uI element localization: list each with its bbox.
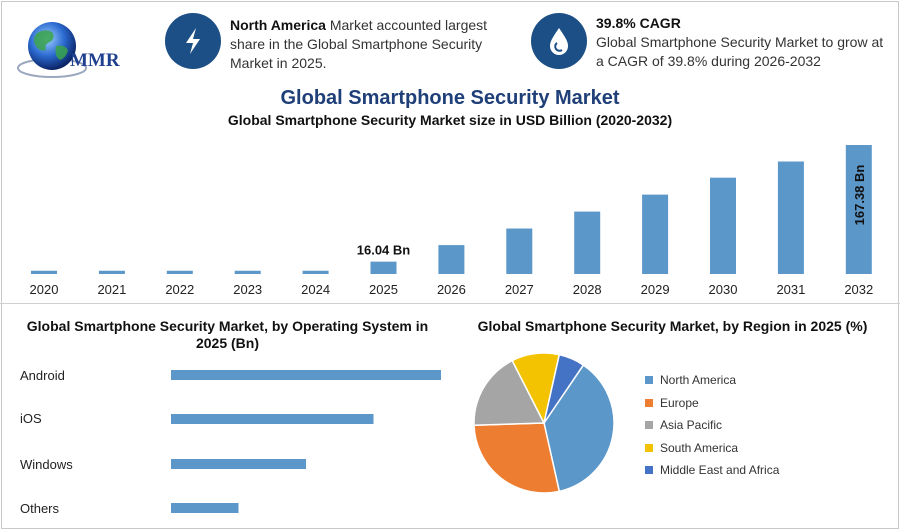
os-label-others: Others [20,501,60,516]
legend-item: Asia Pacific [645,418,722,432]
pie-slice-middle-east-and-africa [543,353,585,424]
data-label: 167.38 Bn [852,165,867,226]
x-tick-label: 2029 [641,282,670,297]
bar-2029 [642,194,669,274]
x-tick-label: 2030 [709,282,738,297]
stat-bold: 39.8% CAGR [596,15,681,31]
bar-2030 [710,177,736,274]
legend-item: North America [645,373,736,387]
legend-swatch [645,444,653,452]
bar-2028 [574,211,601,274]
stat-north-america: North America Market accounted largest s… [230,16,510,73]
x-tick-label: 2022 [165,282,194,297]
bar-2026 [438,245,465,274]
x-tick-label: 2020 [30,282,59,297]
mmr-logo: MMR [14,16,139,80]
logo-text: MMR [70,50,120,71]
bar-2031 [777,161,804,274]
stat-body: Global Smartphone Security Market to gro… [596,34,884,69]
chart-subtitle: Global Smartphone Security Market size i… [227,112,673,128]
legend-swatch [645,376,653,384]
os-bar-ios [171,414,374,424]
os-label-windows: Windows [20,457,73,472]
x-tick-label: 2026 [437,282,466,297]
x-tick-label: 2025 [369,282,398,297]
legend-swatch [645,466,653,474]
x-tick-label: 2027 [505,282,534,297]
bar-2024 [302,270,329,274]
bar-2020 [31,270,57,274]
globe-icon [17,22,87,78]
pie-slice-north-america [543,364,615,493]
x-tick-label: 2031 [776,282,805,297]
bar-2025 [370,261,397,274]
legend-label: South America [660,441,739,455]
bar-2027 [506,228,533,274]
os-bar-android [171,370,441,380]
stat-cagr: 39.8% CAGR Global Smartphone Security Ma… [596,14,891,71]
os-bar-others [171,503,239,513]
bar-2023 [234,270,261,274]
x-tick-label: 2023 [233,282,262,297]
x-tick-label: 2032 [844,282,873,297]
legend-item: Middle East and Africa [645,463,779,477]
lightning-icon [165,13,221,69]
x-tick-label: 2021 [97,282,126,297]
legend-item: Europe [645,396,699,410]
region-chart-title: Global Smartphone Security Market, by Re… [477,318,868,334]
bar-2032 [845,145,872,274]
legend-item: South America [645,441,738,455]
pie-slice-europe [473,422,561,494]
pie-slice-asia-pacific [473,359,546,426]
page-title: Global Smartphone Security Market [280,87,620,109]
bar-2021 [98,270,125,274]
legend-label: Europe [660,396,699,410]
legend-swatch [645,399,653,407]
legend-label: Middle East and Africa [660,463,780,477]
x-tick-label: 2024 [301,282,330,297]
stat-body: Market accounted largest share in the Gl… [230,17,488,71]
os-label-android: Android [20,368,65,383]
os-bar-windows [171,459,306,469]
x-tick-label: 2028 [573,282,602,297]
legend-label: Asia Pacific [660,418,723,432]
legend-swatch [645,421,653,429]
stat-bold: North America [230,17,326,33]
droplet-icon [531,13,587,69]
os-chart-title: Global Smartphone Security Market, by Op… [26,318,429,351]
data-label: 16.04 Bn [357,243,411,258]
bar-2022 [166,270,193,274]
os-label-ios: iOS [20,411,42,426]
divider [0,303,900,304]
legend-label: North America [660,373,737,387]
